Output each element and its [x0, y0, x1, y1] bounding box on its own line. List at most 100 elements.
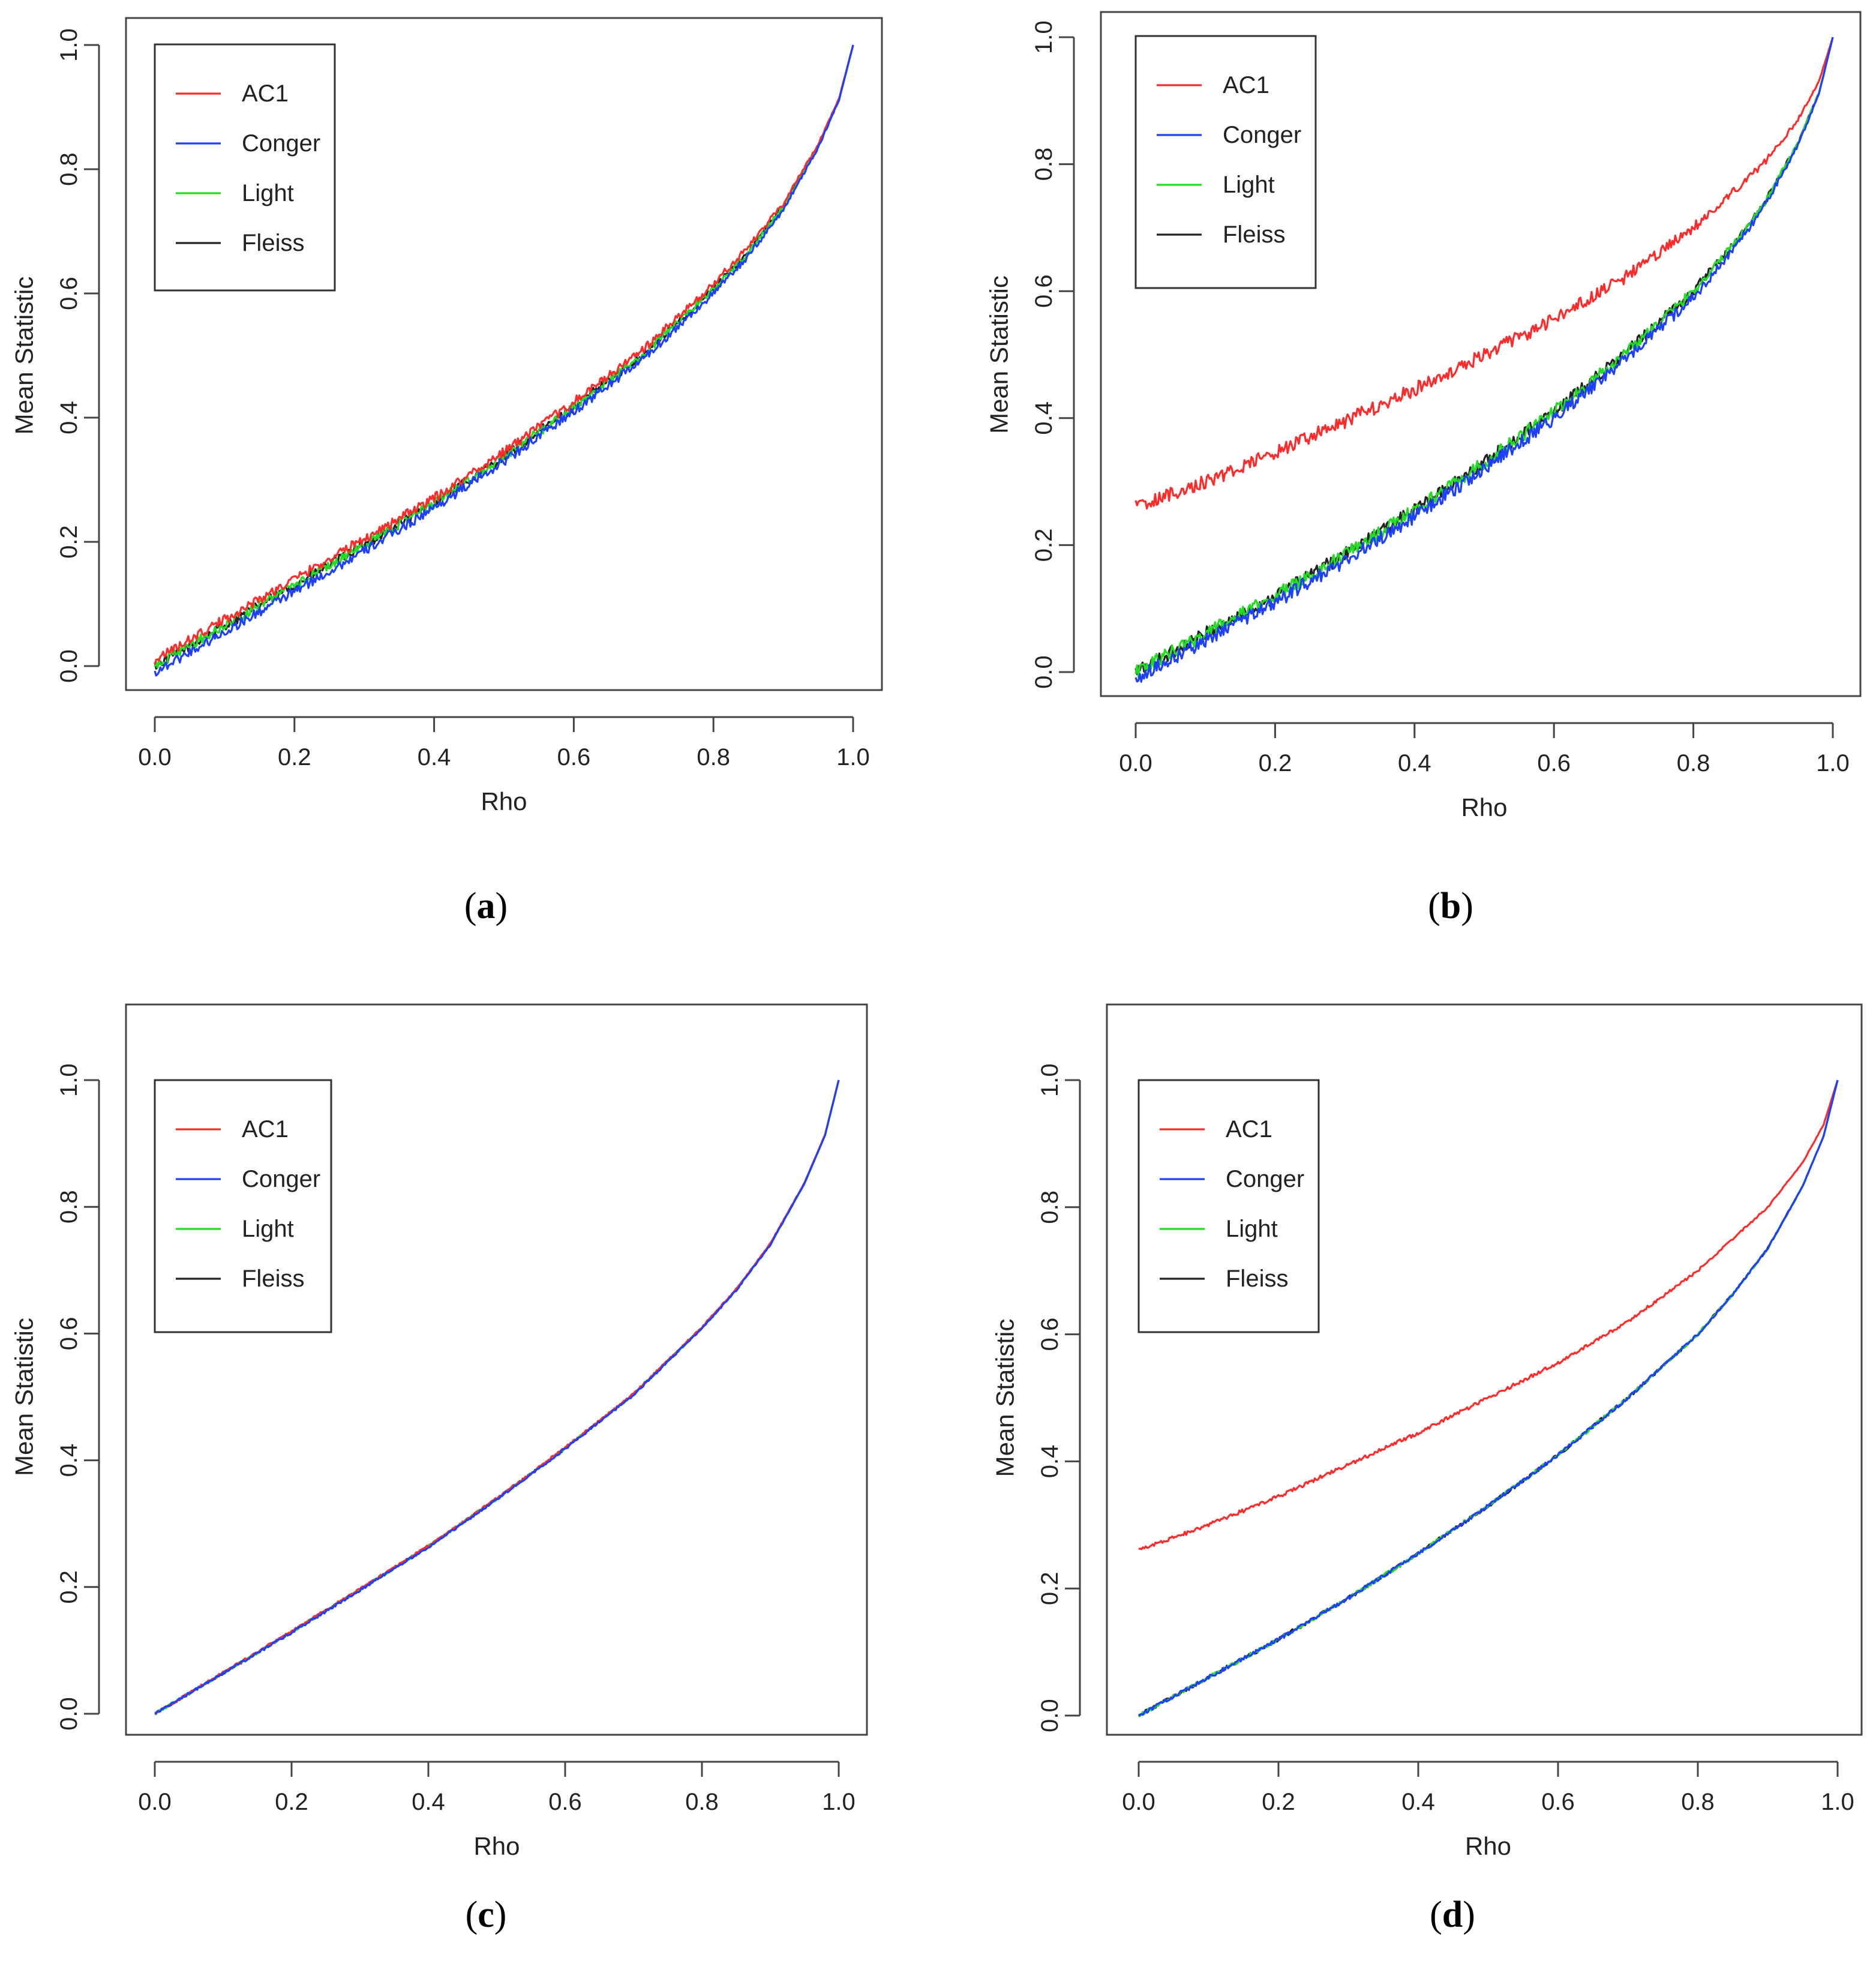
series-line-light: [1134, 37, 1834, 678]
y-tick-label: 0.4: [56, 1444, 82, 1477]
series-line-conger: [1138, 1080, 1839, 1717]
y-axis-label: Mean Statistic: [10, 1318, 38, 1476]
y-tick-label: 1.0: [56, 1063, 82, 1097]
x-axis-label: Rho: [481, 787, 527, 815]
series-line-conger: [154, 44, 854, 677]
x-tick-label: 1.0: [1821, 1789, 1854, 1815]
y-tick-label: 0.2: [1037, 1572, 1063, 1605]
series-line-conger: [154, 1080, 840, 1715]
y-tick-label: 0.6: [56, 1317, 82, 1351]
plot-frame: [1100, 11, 1862, 697]
legend-box: [154, 43, 336, 292]
y-tick-label: 0.8: [1037, 1191, 1063, 1224]
x-tick-label: 1.0: [822, 1789, 856, 1815]
x-tick-label: 0.8: [685, 1789, 719, 1815]
x-tick-label: 0.0: [1119, 750, 1152, 776]
plot-frame: [125, 1003, 868, 1736]
panel-caption: (b): [1428, 886, 1473, 926]
y-tick-label: 0.6: [56, 277, 82, 310]
legend-label-conger: Conger: [242, 130, 320, 157]
y-tick-label: 1.0: [1031, 20, 1057, 54]
plot-frame: [1106, 1003, 1863, 1736]
legend-label-light: Light: [242, 1216, 294, 1242]
x-tick-label: 0.2: [278, 744, 311, 770]
legend-label-ac1: AC1: [242, 1116, 289, 1143]
x-axis-label: Rho: [1461, 793, 1507, 821]
y-tick-label: 0.4: [56, 401, 82, 434]
y-tick-label: 1.0: [1037, 1063, 1063, 1097]
x-tick-label: 0.0: [1122, 1789, 1155, 1815]
caption-letter: b: [1440, 886, 1461, 926]
caption-open: (: [466, 1894, 478, 1935]
x-tick-label: 0.4: [412, 1789, 445, 1815]
caption-letter: d: [1442, 1894, 1463, 1935]
y-tick-label: 0.0: [56, 1697, 82, 1731]
legend-label-light: Light: [242, 180, 294, 206]
legend-label-ac1: AC1: [242, 80, 289, 107]
legend-label-conger: Conger: [1226, 1166, 1304, 1192]
series-line-ac1: [154, 44, 854, 665]
caption-letter: c: [478, 1894, 494, 1935]
y-axis-label: Mean Statistic: [991, 1319, 1019, 1477]
caption-close: ): [1463, 1894, 1475, 1935]
legend-box: [1134, 35, 1317, 289]
legend-label-conger: Conger: [1223, 122, 1301, 148]
y-tick-label: 0.6: [1031, 274, 1057, 308]
legend-label-conger: Conger: [242, 1166, 320, 1192]
x-axis-label: Rho: [473, 1832, 520, 1860]
legend-label-fleiss: Fleiss: [242, 1266, 304, 1292]
y-tick-label: 0.0: [1031, 655, 1057, 689]
x-axis-label: Rho: [1465, 1832, 1511, 1860]
plot-frame: [125, 17, 883, 691]
x-tick-label: 0.8: [1677, 750, 1710, 776]
y-axis-label: Mean Statistic: [985, 275, 1013, 434]
panel-d: 0.0 0.2 0.4 0.6 0.8 1.0 Rho 0.0 0.2 0.4 0.6 0.8 1.0 M…: [938, 988, 1876, 1976]
x-tick-label: 0.4: [1401, 1789, 1435, 1815]
legend-label-fleiss: Fleiss: [1226, 1266, 1288, 1292]
y-tick-label: 0.4: [1037, 1445, 1063, 1479]
x-tick-label: 1.0: [836, 744, 870, 770]
legend-box: [154, 1079, 332, 1333]
x-tick-label: 0.2: [275, 1789, 308, 1815]
x-tick-label: 1.0: [1816, 750, 1850, 776]
panel-b: 0.0 0.2 0.4 0.6 0.8 1.0 Rho 0.0 0.2 0.4 0.6 0.8 1.0 M…: [938, 0, 1876, 988]
x-tick-label: 0.6: [557, 744, 591, 770]
y-tick-label: 1.0: [56, 28, 82, 62]
x-tick-label: 0.6: [548, 1789, 582, 1815]
caption-close: ): [494, 1894, 507, 1935]
series-line-ac1: [1138, 1080, 1839, 1551]
caption-letter: a: [477, 886, 496, 926]
caption-open: (: [1430, 1894, 1442, 1935]
y-axis-label: Mean Statistic: [10, 277, 38, 435]
panel-a: 0.0 0.2 0.4 0.6 0.8 1.0 Rho 0.0 0.2 0.4 0.6 0.8 1.0 M…: [0, 0, 938, 988]
chart-d: 0.0 0.2 0.4 0.6 0.8 1.0 Rho 0.0 0.2 0.4 0.6 0.8 1.0 M…: [991, 1003, 1863, 1935]
x-tick-label: 0.8: [697, 744, 730, 770]
legend-label-fleiss: Fleiss: [1223, 221, 1285, 248]
y-tick-label: 0.2: [56, 525, 82, 559]
chart-a: 0.0 0.2 0.4 0.6 0.8 1.0 Rho 0.0 0.2 0.4 0.6 0.8 1.0 M…: [10, 17, 883, 926]
x-tick-label: 0.2: [1259, 750, 1292, 776]
legend-label-fleiss: Fleiss: [242, 230, 304, 256]
y-tick-label: 0.0: [56, 649, 82, 683]
y-tick-label: 0.0: [1037, 1699, 1063, 1732]
panel-c: 0.0 0.2 0.4 0.6 0.8 1.0 Rho 0.0 0.2 0.4 0.6 0.8 1.0 M…: [0, 988, 938, 1976]
panel-caption: (d): [1430, 1894, 1475, 1935]
legend-box: [1137, 1079, 1320, 1333]
legend-label-light: Light: [1223, 172, 1275, 198]
chart-c: 0.0 0.2 0.4 0.6 0.8 1.0 Rho 0.0 0.2 0.4 0.6 0.8 1.0 M…: [10, 1003, 868, 1935]
caption-close: ): [496, 886, 508, 926]
x-tick-label: 0.0: [138, 744, 172, 770]
y-tick-label: 0.2: [1031, 529, 1057, 562]
x-tick-label: 0.4: [418, 744, 451, 770]
legend-label-ac1: AC1: [1226, 1116, 1272, 1143]
y-tick-label: 0.8: [56, 1190, 82, 1224]
y-tick-label: 0.4: [1031, 401, 1057, 435]
caption-close: ): [1461, 886, 1473, 926]
y-tick-label: 0.2: [56, 1570, 82, 1604]
panel-caption: (a): [464, 886, 508, 926]
y-tick-label: 0.6: [1037, 1318, 1063, 1351]
legend-label-light: Light: [1226, 1216, 1278, 1242]
caption-open: (: [1428, 886, 1440, 926]
chart-b: 0.0 0.2 0.4 0.6 0.8 1.0 Rho 0.0 0.2 0.4 0.6 0.8 1.0 M…: [985, 11, 1862, 926]
series-line-conger: [1134, 37, 1834, 683]
